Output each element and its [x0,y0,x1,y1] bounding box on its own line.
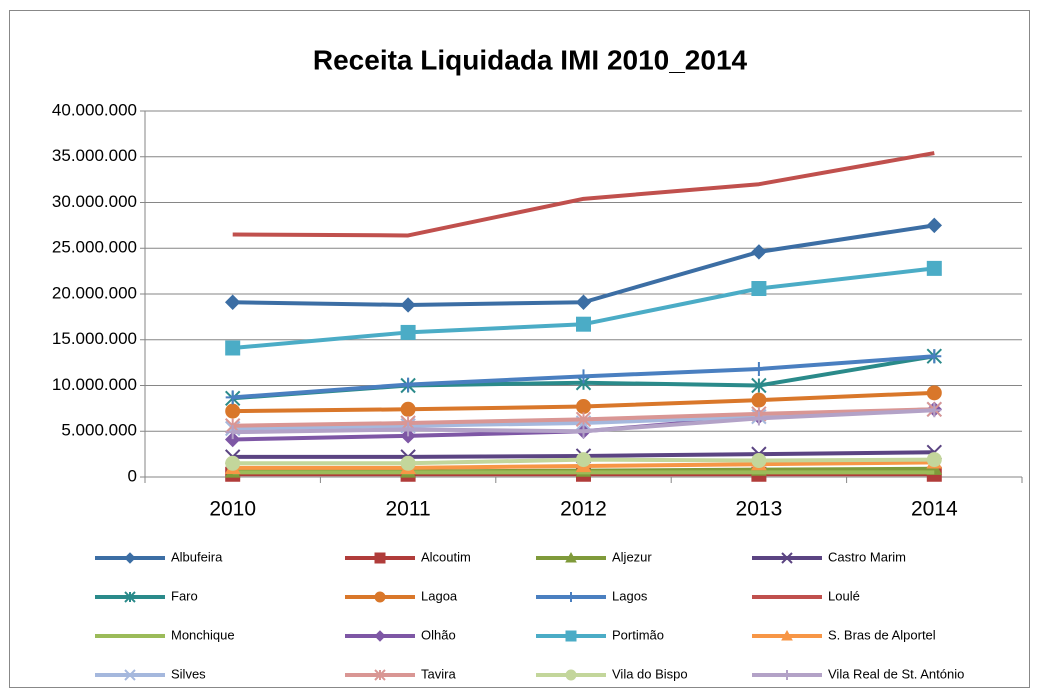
marker [400,455,416,471]
marker [751,392,767,408]
x-tick-label: 2011 [386,498,431,521]
x-tick-label: 2014 [911,498,958,521]
legend-label: Faro [171,588,198,603]
legend-item: Vila do Bispo [536,666,688,681]
chart-title: Receita Liquidada IMI 2010_2014 [313,44,748,75]
marker [374,591,386,603]
legend-label: S. Bras de Alportel [828,627,936,642]
marker [576,452,591,468]
x-tick-label: 2013 [736,498,783,521]
x-tick-label: 2012 [560,498,607,521]
legend-label: Olhão [421,627,456,642]
legend-item: Aljezur [536,549,652,564]
marker [751,377,767,394]
y-tick-label: 20.000.000 [52,283,137,302]
legend-label: Alcoutim [421,549,471,564]
marker [782,670,792,680]
legend-label: Portimão [612,627,664,642]
marker [401,377,416,392]
marker [401,422,416,437]
y-tick-label: 35.000.000 [52,146,137,165]
y-tick-label: 0 [128,466,137,485]
y-tick-label: 30.000.000 [52,192,137,211]
legend-item: Monchique [95,627,235,642]
legend-label: Albufeira [171,549,223,564]
marker [926,260,942,276]
legend-item: Olhão [345,627,456,642]
chart-border [9,10,1030,688]
legend-item: Alcoutim [345,549,471,564]
marker [751,362,766,377]
x-tick-label: 2010 [209,498,256,521]
marker [400,297,416,313]
marker [374,552,386,564]
legend-label: Vila Real de St. António [828,666,964,681]
legend-label: Aljezur [612,549,652,564]
marker [225,340,241,356]
marker [576,424,591,439]
marker [224,431,241,448]
legend-item: Portimão [536,627,664,642]
marker [575,411,592,428]
marker [225,403,241,419]
legend-label: Silves [171,666,206,681]
marker [565,551,577,563]
legend-label: Castro Marim [828,549,906,564]
legend-label: Lagos [612,588,648,603]
marker [124,552,136,564]
legend-item: Silves [95,666,206,681]
marker [566,592,576,602]
legend-label: Lagoa [421,588,458,603]
y-tick-label: 40.000.000 [52,100,137,119]
marker [124,591,136,603]
marker [926,217,943,234]
marker [781,629,793,641]
marker [225,390,240,405]
marker [751,411,766,426]
marker [225,425,240,440]
legend-item: S. Bras de Alportel [752,627,936,642]
legend-item: Tavira [345,666,456,681]
y-tick-label: 10.000.000 [52,375,137,394]
legend-item: Lagoa [345,588,458,603]
marker [124,669,136,681]
marker [225,455,241,471]
y-tick-label: 15.000.000 [52,329,137,348]
legend-item: Albufeira [95,549,223,564]
marker [565,669,577,681]
marker [400,324,416,340]
marker [575,294,592,310]
marker [224,294,241,310]
y-tick-label: 25.000.000 [52,238,137,257]
marker [927,349,942,364]
marker [751,244,767,260]
marker [374,669,386,681]
series-line [232,151,935,238]
legend-item: Lagos [536,588,648,603]
marker [576,316,591,332]
marker [400,401,416,417]
marker [927,403,942,418]
marker [926,385,942,401]
marker [751,453,767,469]
marker [751,281,767,297]
y-tick-label: 5.000.000 [61,421,137,440]
marker [576,369,591,384]
legend-label: Monchique [171,627,235,642]
legend-item: Castro Marim [752,549,906,564]
legend-item: Vila Real de St. António [752,666,964,681]
marker [781,552,793,564]
legend-item: Loulé [752,588,860,603]
marker [374,630,386,642]
legend-label: Loulé [828,588,860,603]
marker [926,452,942,468]
marker [576,399,591,415]
legend-item: Faro [95,588,198,603]
legend-label: Tavira [421,666,456,681]
legend-label: Vila do Bispo [612,666,688,681]
marker [565,630,577,642]
